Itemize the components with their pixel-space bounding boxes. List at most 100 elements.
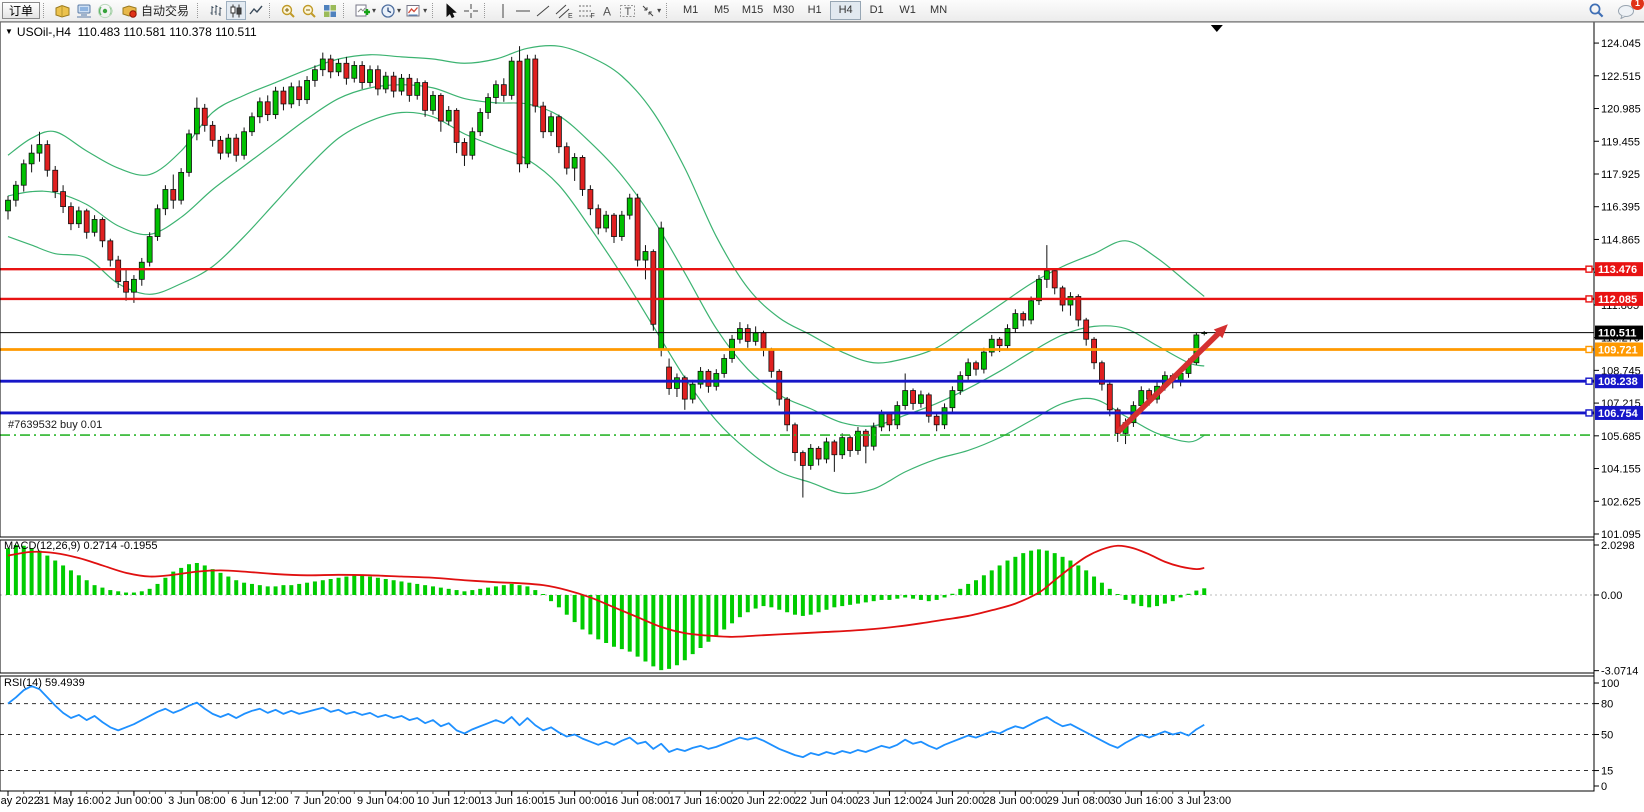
zoom-out-icon[interactable]: [299, 1, 320, 20]
panel-frames: [0, 22, 1644, 792]
timeframe-M15[interactable]: M15: [741, 4, 764, 16]
svg-text:31 May 16:00: 31 May 16:00: [38, 795, 105, 807]
timeframe-D1[interactable]: D1: [869, 4, 884, 16]
timeframe-M30[interactable]: M30: [772, 4, 795, 16]
svg-text:24 Jun 20:00: 24 Jun 20:00: [921, 795, 985, 807]
macd-panel: 2.0298 0.00 -3.0714: [0, 540, 1638, 678]
main-toolbar: 订单 自动交易: [0, 0, 1644, 22]
svg-text:9 Jun 04:00: 9 Jun 04:00: [357, 795, 415, 807]
svg-text:T: T: [625, 6, 632, 18]
rsi-indicator-label: RSI(14) 59.4939: [4, 677, 85, 689]
timeframe-H1[interactable]: H1: [807, 4, 822, 16]
autotrading-button[interactable]: 自动交易: [116, 1, 194, 20]
svg-text:120.985: 120.985: [1601, 104, 1641, 116]
svg-text:105.685: 105.685: [1601, 431, 1641, 443]
macd-indicator-label: MACD(12,26,9) 0.2714 -0.1955: [4, 540, 158, 552]
rsi-name: RSI(14): [4, 677, 42, 689]
toolbar-grip: [666, 3, 671, 18]
candlestick-mode-icon[interactable]: [226, 1, 247, 20]
svg-text:101.095: 101.095: [1601, 529, 1641, 541]
svg-text:17 Jun 16:00: 17 Jun 16:00: [669, 795, 733, 807]
timeframe-MN[interactable]: MN: [930, 4, 948, 16]
search-icon[interactable]: [1586, 1, 1607, 20]
svg-text:10 Jun 12:00: 10 Jun 12:00: [417, 795, 481, 807]
chart-shift-marker[interactable]: [1210, 25, 1223, 32]
charts-profile-icon[interactable]: [52, 1, 73, 20]
candles: [5, 46, 1208, 498]
new-order-button[interactable]: 订单: [2, 2, 41, 19]
rsi-panel: 100 80 50 15 0: [0, 678, 1619, 793]
tile-windows-icon[interactable]: [320, 1, 340, 20]
svg-text:110.511: 110.511: [1598, 328, 1637, 340]
svg-text:112.085: 112.085: [1598, 294, 1637, 306]
timeframe-M5[interactable]: M5: [713, 4, 730, 16]
autotrading-label: 自动交易: [141, 4, 190, 18]
trendline-tool-icon[interactable]: [533, 1, 553, 20]
crosshair-tool-icon[interactable]: [461, 1, 481, 20]
broadcast-signal-icon[interactable]: [95, 1, 116, 20]
macd-main-value: 0.2714: [83, 540, 118, 552]
chevron-down-icon: ▾: [372, 6, 377, 15]
svg-text:0: 0: [1601, 781, 1607, 793]
svg-text:50: 50: [1601, 730, 1613, 742]
price-tag: 113.476: [1595, 262, 1643, 277]
chevron-down-icon: ▾: [423, 6, 428, 15]
periods-button[interactable]: ▾: [378, 1, 403, 20]
ohlc-values: 110.483 110.581 110.378 110.511: [77, 25, 257, 39]
svg-text:29 Jun 08:00: 29 Jun 08:00: [1047, 795, 1111, 807]
svg-text:102.625: 102.625: [1601, 496, 1641, 508]
svg-text:0.00: 0.00: [1601, 590, 1622, 602]
price-tag: 108.238: [1595, 374, 1643, 389]
svg-text:E: E: [568, 13, 573, 19]
svg-text:109.721: 109.721: [1598, 344, 1638, 356]
svg-text:2 Jun 00:00: 2 Jun 00:00: [105, 795, 163, 807]
svg-text:104.155: 104.155: [1601, 464, 1641, 476]
timeframe-H4[interactable]: H4: [830, 1, 862, 20]
zoom-in-icon[interactable]: [278, 1, 299, 20]
vertical-line-tool-icon[interactable]: [493, 1, 513, 20]
open-order-label: #7639532 buy 0.01: [8, 419, 103, 431]
svg-text:28 Jun 00:00: 28 Jun 00:00: [984, 795, 1048, 807]
svg-text:16 Jun 08:00: 16 Jun 08:00: [606, 795, 670, 807]
chart-canvas[interactable]: 101.095102.625104.155105.685107.215108.7…: [0, 22, 1644, 812]
svg-text:15: 15: [1601, 766, 1613, 778]
equidistant-channel-tool-icon[interactable]: E: [553, 1, 575, 20]
macd-name: MACD(12,26,9): [4, 540, 81, 552]
svg-text:113.476: 113.476: [1598, 264, 1637, 276]
rsi-value: 59.4939: [44, 677, 85, 689]
svg-text:3 Jul 23:00: 3 Jul 23:00: [1177, 795, 1231, 807]
notifications-chat-icon[interactable]: 1: [1615, 0, 1644, 20]
symbol-dropdown-icon[interactable]: ▼: [5, 27, 13, 36]
fibonacci-tool-icon[interactable]: F: [575, 1, 597, 20]
cursor-tool-icon[interactable]: [441, 1, 461, 20]
toolbar-grip: [197, 3, 202, 18]
arrows-tool-button[interactable]: ▾: [638, 1, 663, 20]
text-tool-icon[interactable]: A: [597, 1, 617, 20]
text-label-tool-icon[interactable]: T: [617, 1, 638, 20]
svg-text:30 Jun 16:00: 30 Jun 16:00: [1109, 795, 1173, 807]
svg-text:116.395: 116.395: [1601, 202, 1640, 214]
terminal-icon[interactable]: [73, 1, 95, 20]
templates-button[interactable]: ▾: [403, 1, 429, 20]
timeframe-M1[interactable]: M1: [682, 4, 699, 16]
svg-text:A: A: [603, 4, 611, 18]
price-tag: 112.085: [1595, 291, 1643, 306]
svg-text:122.515: 122.515: [1601, 71, 1641, 83]
horizontal-line-tool-icon[interactable]: [513, 1, 533, 20]
timeframe-W1[interactable]: W1: [899, 4, 916, 16]
svg-text:7 Jun 20:00: 7 Jun 20:00: [294, 795, 352, 807]
svg-text:-3.0714: -3.0714: [1601, 666, 1638, 678]
svg-text:124.045: 124.045: [1601, 38, 1641, 50]
line-chart-mode-icon[interactable]: [246, 1, 266, 20]
toolbar-right-group: 1: [1586, 0, 1644, 20]
svg-text:15 Jun 00:00: 15 Jun 00:00: [543, 795, 607, 807]
chart-title: ▼ USOil-,H4 110.483 110.581 110.378 110.5…: [5, 25, 257, 39]
svg-text:108.238: 108.238: [1598, 376, 1638, 388]
svg-text:20 Jun 22:00: 20 Jun 22:00: [732, 795, 796, 807]
bar-chart-mode-icon[interactable]: [206, 1, 226, 20]
svg-text:6 Jun 12:00: 6 Jun 12:00: [231, 795, 289, 807]
new-chart-button[interactable]: ▾: [352, 1, 378, 20]
svg-text:F: F: [591, 13, 595, 19]
